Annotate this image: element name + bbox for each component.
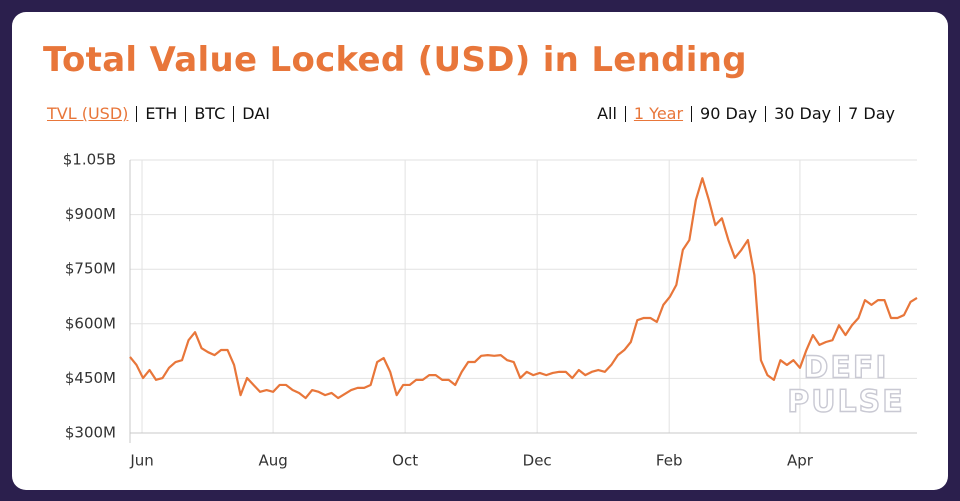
y-tick-label: $900M [65, 205, 116, 223]
title: Total Value Locked (USD) in Lending [43, 40, 747, 80]
tab-separator [839, 106, 841, 122]
tab[interactable]: All [597, 104, 617, 123]
tab[interactable]: DAI [242, 104, 270, 123]
tab[interactable]: 30 Day [774, 104, 832, 123]
chart: $300M $450M $600M $750M $900M $1.05B Jun Aug Oct… [63, 151, 918, 470]
range-tabs: All 1 Year 90 Day 30 Day 7 Day [597, 104, 895, 124]
y-tick-label: $600M [65, 314, 116, 332]
card: $300M $450M $600M $750M $900M $1.05B Jun Aug Oct… [12, 12, 948, 490]
tab[interactable]: 90 Day [700, 104, 758, 123]
y-tick-label: $1.05B [63, 151, 116, 169]
tab[interactable]: 7 Day [848, 104, 895, 123]
x-tick-label: Feb [656, 452, 683, 470]
tab[interactable]: BTC [194, 104, 226, 123]
x-tick-label: Oct [392, 452, 418, 470]
x-tick-label: Aug [258, 452, 287, 470]
tab-separator [136, 106, 138, 122]
y-tick-label: $750M [65, 260, 116, 278]
tab[interactable]: 1 Year [633, 104, 684, 123]
y-tick-label: $300M [65, 424, 116, 442]
watermark: PULSE [787, 385, 905, 420]
tab-separator [185, 106, 187, 122]
data-line [129, 177, 918, 400]
tab-separator [765, 106, 767, 122]
x-tick-label: Dec [523, 452, 552, 470]
tab[interactable]: ETH [145, 104, 178, 123]
watermark: DEFI [803, 351, 888, 386]
x-tick-label: Apr [787, 452, 814, 470]
y-tick-label: $450M [65, 369, 116, 387]
tab-separator [624, 106, 626, 122]
tab-separator [233, 106, 235, 122]
metric-tabs: TVL (USD) ETH BTC DAI [47, 104, 270, 124]
tab-separator [691, 106, 693, 122]
x-tick-label: Jun [129, 452, 153, 470]
tab[interactable]: TVL (USD) [47, 104, 129, 123]
